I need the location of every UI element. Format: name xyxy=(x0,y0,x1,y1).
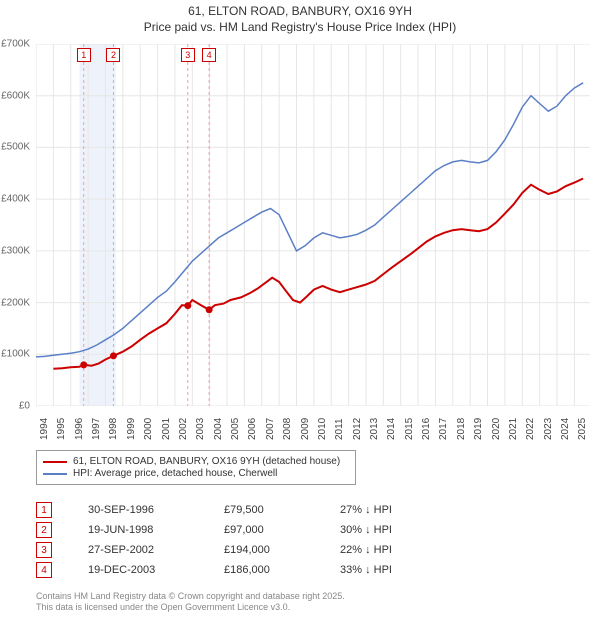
x-tick-label: 2007 xyxy=(265,418,276,440)
y-tick-label: £600K xyxy=(1,90,30,101)
x-tick-label: 2024 xyxy=(560,418,571,440)
event-pct: 22% ↓ HPI xyxy=(340,544,430,556)
x-tick-label: 2008 xyxy=(282,418,293,440)
x-axis-labels: 1994 1995 1996 1997 1998 1999 2000 2001 2002 2003… xyxy=(36,408,590,448)
marker-badge: 2 xyxy=(106,48,120,62)
x-tick-label: 2006 xyxy=(247,418,258,440)
x-tick-label: 2001 xyxy=(161,418,172,440)
title-line-1: 61, ELTON ROAD, BANBURY, OX16 9YH xyxy=(0,4,600,20)
footer-line-1: Contains HM Land Registry data © Crown c… xyxy=(36,591,345,603)
event-date: 19-JUN-1998 xyxy=(88,524,188,536)
legend-label-property: 61, ELTON ROAD, BANBURY, OX16 9YH (detac… xyxy=(73,456,340,467)
footer-line-2: This data is licensed under the Open Gov… xyxy=(36,602,345,614)
x-tick-label: 1998 xyxy=(108,418,119,440)
x-tick-label: 2015 xyxy=(404,418,415,440)
y-axis-labels: £0£100K£200K£300K£400K£500K£600K£700K xyxy=(0,44,34,406)
x-tick-label: 2005 xyxy=(230,418,241,440)
marker-badge: 3 xyxy=(181,48,195,62)
x-tick-label: 2025 xyxy=(577,418,588,440)
legend-swatch-hpi xyxy=(43,473,67,475)
title-line-2: Price paid vs. HM Land Registry's House … xyxy=(0,20,600,36)
event-date: 19-DEC-2003 xyxy=(88,564,188,576)
x-tick-label: 2022 xyxy=(525,418,536,440)
event-badge: 1 xyxy=(36,502,52,518)
marker-badge: 4 xyxy=(202,48,216,62)
x-tick-label: 2018 xyxy=(456,418,467,440)
footer-attribution: Contains HM Land Registry data © Crown c… xyxy=(36,591,345,614)
page-root: 61, ELTON ROAD, BANBURY, OX16 9YH Price … xyxy=(0,0,600,620)
event-row: 1 30-SEP-1996 £79,500 27% ↓ HPI xyxy=(36,502,576,518)
x-tick-label: 2021 xyxy=(508,418,519,440)
x-tick-label: 2020 xyxy=(491,418,502,440)
event-row: 4 19-DEC-2003 £186,000 33% ↓ HPI xyxy=(36,562,576,578)
legend-row-hpi: HPI: Average price, detached house, Cher… xyxy=(43,468,349,479)
event-price: £79,500 xyxy=(224,504,304,516)
x-tick-label: 1994 xyxy=(39,418,50,440)
x-tick-label: 2011 xyxy=(334,418,345,440)
legend-box: 61, ELTON ROAD, BANBURY, OX16 9YH (detac… xyxy=(36,450,356,485)
y-tick-label: £300K xyxy=(1,245,30,256)
x-tick-label: 2016 xyxy=(421,418,432,440)
x-tick-label: 2023 xyxy=(543,418,554,440)
x-tick-label: 2003 xyxy=(195,418,206,440)
y-tick-label: £700K xyxy=(1,39,30,50)
x-tick-label: 2019 xyxy=(473,418,484,440)
x-tick-label: 2000 xyxy=(143,418,154,440)
legend-row-property: 61, ELTON ROAD, BANBURY, OX16 9YH (detac… xyxy=(43,456,349,467)
events-table: 1 30-SEP-1996 £79,500 27% ↓ HPI 2 19-JUN-1998… xyxy=(36,498,576,582)
event-badge: 2 xyxy=(36,522,52,538)
legend-swatch-property xyxy=(43,461,67,463)
event-price: £97,000 xyxy=(224,524,304,536)
chart-svg xyxy=(36,44,590,406)
x-tick-label: 2017 xyxy=(438,418,449,440)
x-tick-label: 2009 xyxy=(300,418,311,440)
legend-label-hpi: HPI: Average price, detached house, Cher… xyxy=(73,468,277,479)
x-tick-label: 2004 xyxy=(213,418,224,440)
x-tick-label: 1996 xyxy=(74,418,85,440)
event-pct: 30% ↓ HPI xyxy=(340,524,430,536)
marker-badge: 1 xyxy=(77,48,91,62)
event-date: 30-SEP-1996 xyxy=(88,504,188,516)
chart-title: 61, ELTON ROAD, BANBURY, OX16 9YH Price … xyxy=(0,0,600,35)
x-tick-label: 2010 xyxy=(317,418,328,440)
y-tick-label: £100K xyxy=(1,349,30,360)
x-tick-label: 1999 xyxy=(126,418,137,440)
x-tick-label: 2002 xyxy=(178,418,189,440)
chart-plot-area: 1 2 34 xyxy=(36,44,590,406)
event-row: 3 27-SEP-2002 £194,000 22% ↓ HPI xyxy=(36,542,576,558)
x-tick-label: 1997 xyxy=(91,418,102,440)
y-tick-label: £0 xyxy=(19,401,30,412)
event-row: 2 19-JUN-1998 £97,000 30% ↓ HPI xyxy=(36,522,576,538)
y-tick-label: £400K xyxy=(1,194,30,205)
event-badge: 3 xyxy=(36,542,52,558)
x-tick-label: 2014 xyxy=(386,418,397,440)
event-pct: 33% ↓ HPI xyxy=(340,564,430,576)
event-badge: 4 xyxy=(36,562,52,578)
x-tick-label: 1995 xyxy=(56,418,67,440)
event-date: 27-SEP-2002 xyxy=(88,544,188,556)
x-tick-label: 2013 xyxy=(369,418,380,440)
y-tick-label: £200K xyxy=(1,297,30,308)
event-price: £194,000 xyxy=(224,544,304,556)
event-price: £186,000 xyxy=(224,564,304,576)
x-tick-label: 2012 xyxy=(352,418,363,440)
y-tick-label: £500K xyxy=(1,142,30,153)
event-pct: 27% ↓ HPI xyxy=(340,504,430,516)
